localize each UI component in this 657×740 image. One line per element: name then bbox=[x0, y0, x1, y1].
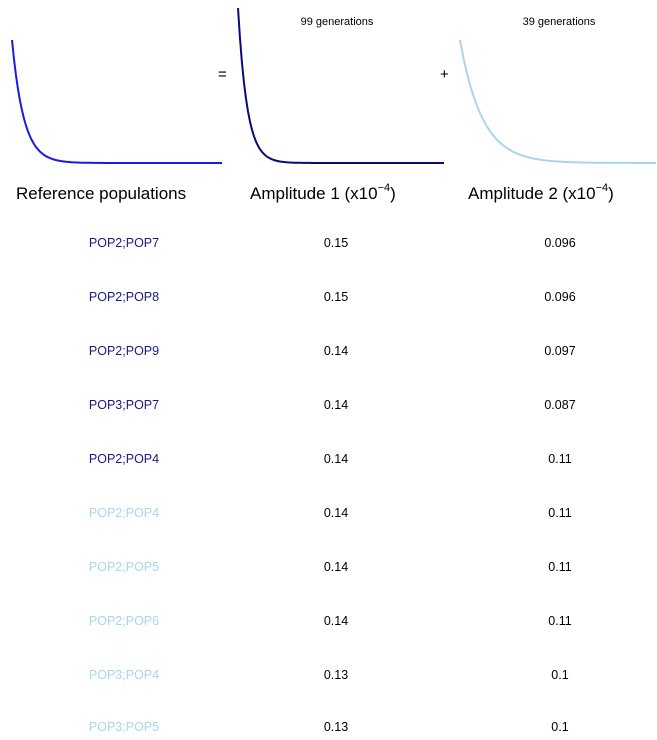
amplitude-2-value: 0.11 bbox=[548, 452, 572, 466]
panel-title-2: 39 generations bbox=[522, 16, 596, 28]
population-label: POP2;POP8 bbox=[88, 290, 160, 304]
header-amplitude-2-base: Amplitude 2 (x10 bbox=[468, 184, 596, 203]
plus-sign: + bbox=[440, 66, 449, 83]
amplitude-1-value: 0.15 bbox=[323, 236, 349, 250]
amplitude-1-value: 0.14 bbox=[323, 560, 349, 574]
population-label: POP2;POP4 bbox=[88, 452, 160, 466]
amplitude-2-value: 0.11 bbox=[548, 614, 572, 628]
amplitude-2-value: 0.096 bbox=[544, 236, 576, 250]
table-row: POP2;POP4 0.14 0.11 bbox=[0, 452, 657, 472]
panel-title-1: 99 generations bbox=[300, 16, 374, 28]
amplitude-2-value: 0.1 bbox=[551, 668, 569, 682]
amplitude-2-value: 0.1 bbox=[551, 720, 569, 734]
amplitude-1-value: 0.14 bbox=[323, 344, 349, 358]
table-row: POP2;POP4 0.14 0.11 bbox=[0, 506, 657, 526]
amplitude-1-value: 0.13 bbox=[323, 668, 349, 682]
population-label: POP2;POP9 bbox=[88, 344, 160, 358]
table-row: POP2;POP7 0.15 0.096 bbox=[0, 236, 657, 256]
table-row: POP3;POP7 0.14 0.087 bbox=[0, 398, 657, 418]
table-row: POP3;POP5 0.13 0.1 bbox=[0, 720, 657, 740]
table-row: POP3;POP4 0.13 0.1 bbox=[0, 668, 657, 688]
header-reference-populations: Reference populations bbox=[16, 184, 187, 203]
decay-curve-2 bbox=[459, 39, 656, 164]
decay-curve-1 bbox=[237, 7, 444, 164]
header-amplitude-2-close: ) bbox=[608, 184, 614, 203]
amplitude-1-value: 0.14 bbox=[323, 398, 349, 412]
amplitude-1-value: 0.14 bbox=[323, 506, 349, 520]
population-label: POP3;POP4 bbox=[88, 668, 160, 682]
population-label: POP2;POP4 bbox=[88, 506, 160, 520]
amplitude-2-value: 0.11 bbox=[548, 560, 572, 574]
table-row: POP2;POP5 0.14 0.11 bbox=[0, 560, 657, 580]
header-amplitude-2: Amplitude 2 (x10−4) bbox=[468, 182, 614, 204]
decay-curves bbox=[11, 7, 656, 164]
header-amplitude-2-exponent: −4 bbox=[595, 182, 609, 194]
population-label: POP2;POP6 bbox=[88, 614, 160, 628]
population-label: POP2;POP7 bbox=[88, 236, 160, 250]
population-label: POP3;POP7 bbox=[88, 398, 160, 412]
amplitude-2-value: 0.087 bbox=[544, 398, 576, 412]
header-amplitude-1-close: ) bbox=[390, 184, 396, 203]
amplitude-2-value: 0.11 bbox=[548, 506, 572, 520]
amplitude-1-value: 0.14 bbox=[323, 452, 349, 466]
table-row: POP2;POP8 0.15 0.096 bbox=[0, 290, 657, 310]
amplitude-2-value: 0.097 bbox=[544, 344, 576, 358]
equals-sign: = bbox=[218, 66, 227, 83]
amplitude-2-value: 0.096 bbox=[544, 290, 576, 304]
decay-curve-0 bbox=[11, 39, 222, 164]
population-label: POP3;POP5 bbox=[88, 720, 160, 734]
header-amplitude-1-base: Amplitude 1 (x10 bbox=[250, 184, 378, 203]
amplitude-1-value: 0.13 bbox=[323, 720, 349, 734]
table-row: POP2;POP9 0.14 0.097 bbox=[0, 344, 657, 364]
header-amplitude-1-exponent: −4 bbox=[377, 182, 391, 194]
header-amplitude-1: Amplitude 1 (x10−4) bbox=[250, 182, 396, 204]
amplitude-1-value: 0.14 bbox=[323, 614, 349, 628]
population-label: POP2;POP5 bbox=[88, 560, 160, 574]
amplitude-1-value: 0.15 bbox=[323, 290, 349, 304]
table-row: POP2;POP6 0.14 0.11 bbox=[0, 614, 657, 634]
